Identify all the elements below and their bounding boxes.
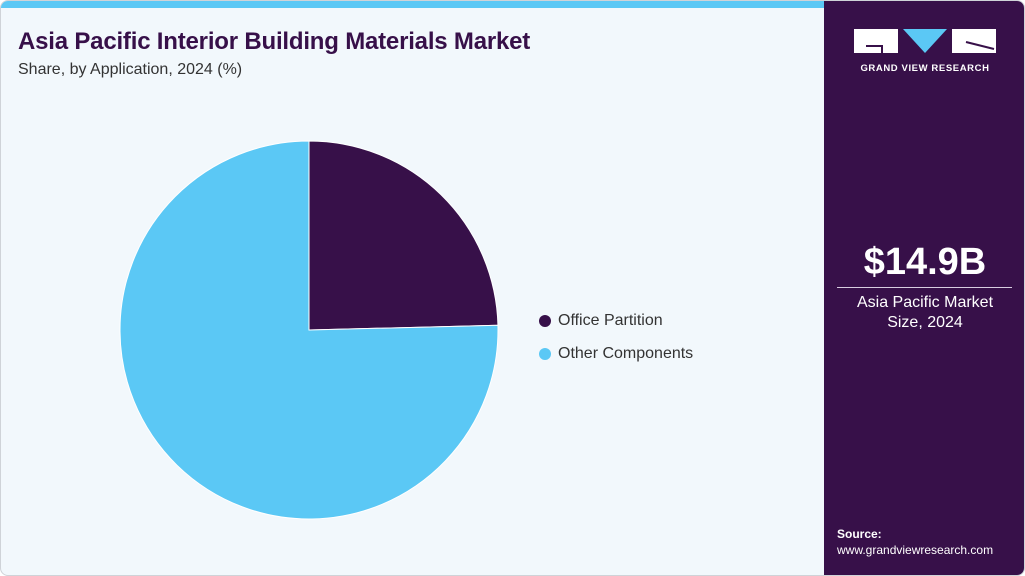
chart-legend: Office Partition Other Components	[539, 304, 693, 370]
market-size-label-line2: Size, 2024	[887, 314, 963, 331]
brand-name: GRAND VIEW RESEARCH	[860, 63, 990, 74]
brand-logo: GRAND VIEW RESEARCH	[854, 29, 996, 74]
pie-slice-office-partition	[308, 140, 499, 331]
chart-title: Asia Pacific Interior Building Materials…	[18, 28, 531, 55]
market-size-value: $14.9B	[863, 241, 987, 283]
accent-bar	[1, 1, 824, 8]
legend-label: Office Partition	[558, 311, 663, 329]
legend-item-office-partition: Office Partition	[539, 304, 693, 337]
legend-item-other-components: Other Components	[539, 337, 693, 370]
pie-chart	[119, 140, 499, 520]
source-label: Source:	[837, 527, 882, 541]
legend-label: Other Components	[558, 344, 694, 362]
source-link[interactable]: www.grandviewresearch.com	[837, 543, 994, 557]
legend-dot-icon	[539, 314, 551, 327]
market-size-label: Asia Pacific Market Size, 2024	[824, 293, 1024, 333]
chart-subtitle: Share, by Application, 2024 (%)	[18, 61, 243, 78]
pie-slice-other-components	[119, 140, 499, 520]
gvr-logo-icon	[854, 29, 996, 53]
divider	[837, 287, 1012, 288]
market-size-label-line1: Asia Pacific Market	[856, 294, 994, 311]
sidebar-panel: GRAND VIEW RESEARCH $14.9B Asia Pacific …	[824, 1, 1024, 575]
legend-dot-icon	[539, 347, 551, 360]
